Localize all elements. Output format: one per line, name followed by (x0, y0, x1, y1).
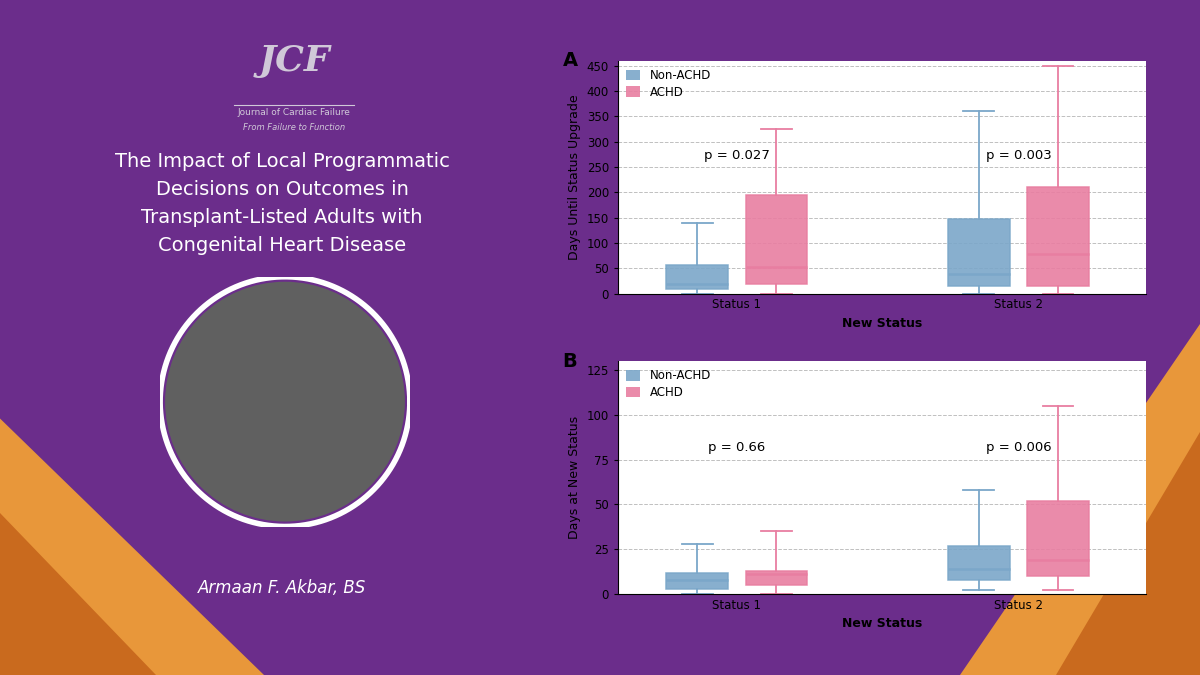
Y-axis label: Days Until Status Upgrade: Days Until Status Upgrade (568, 95, 581, 260)
Circle shape (166, 281, 404, 522)
PathPatch shape (745, 195, 808, 284)
Polygon shape (1056, 432, 1200, 675)
Legend: Non-ACHD, ACHD: Non-ACHD, ACHD (622, 364, 716, 404)
Text: From Failure to Function: From Failure to Function (242, 123, 346, 132)
PathPatch shape (745, 571, 808, 585)
Text: JCF: JCF (258, 44, 330, 78)
PathPatch shape (666, 572, 728, 589)
Text: p = 0.006: p = 0.006 (985, 441, 1051, 454)
Polygon shape (0, 418, 264, 675)
Text: Armaan F. Akbar, BS: Armaan F. Akbar, BS (198, 579, 366, 597)
PathPatch shape (666, 265, 728, 289)
Text: B: B (563, 352, 577, 371)
Text: A: A (563, 51, 577, 70)
PathPatch shape (948, 545, 1009, 580)
Text: p = 0.027: p = 0.027 (704, 149, 769, 163)
Y-axis label: Days at New Status: Days at New Status (568, 416, 581, 539)
Legend: Non-ACHD, ACHD: Non-ACHD, ACHD (622, 64, 716, 103)
Text: The Impact of Local Programmatic
Decisions on Outcomes in
Transplant-Listed Adul: The Impact of Local Programmatic Decisio… (114, 152, 450, 255)
PathPatch shape (1027, 188, 1088, 286)
Polygon shape (960, 324, 1200, 675)
PathPatch shape (1027, 501, 1088, 576)
X-axis label: New Status: New Status (842, 317, 922, 330)
Polygon shape (0, 513, 156, 675)
PathPatch shape (948, 219, 1009, 286)
Text: p = 0.003: p = 0.003 (985, 149, 1051, 163)
Text: p = 0.66: p = 0.66 (708, 441, 766, 454)
X-axis label: New Status: New Status (842, 618, 922, 630)
Text: Journal of Cardiac Failure: Journal of Cardiac Failure (238, 108, 350, 117)
